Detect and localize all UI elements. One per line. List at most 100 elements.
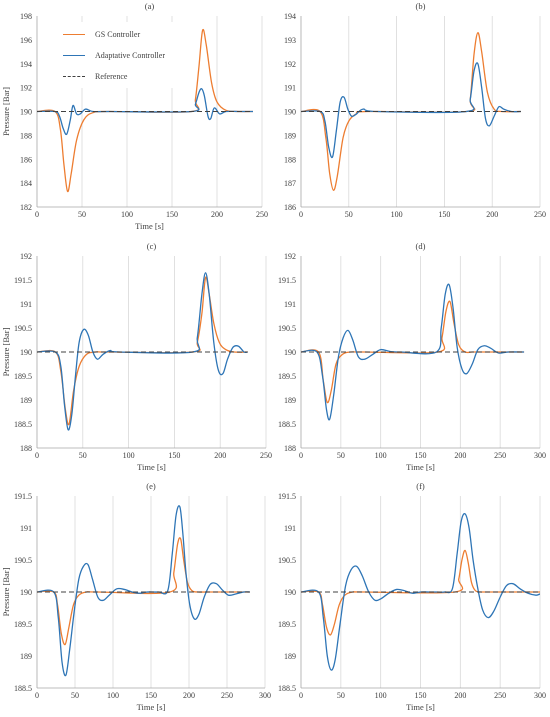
panel-0: 0 50 100 150 200 250 182 184 186 188 190 192 194 196 1…: [1, 1, 268, 231]
y-tick-label: 194: [284, 12, 296, 21]
series-adaptive-line: [301, 62, 521, 159]
y-tick-label: 192: [20, 252, 32, 261]
x-tick-label: 150: [415, 691, 427, 700]
y-tick-label: 188.5: [14, 684, 32, 693]
y-tick-label: 190: [284, 348, 296, 357]
x-tick-label: 200: [486, 210, 498, 219]
panel-3: 0 50 100 150 200 250 300 188 188.5 189 189.5 190 190…: [278, 241, 546, 472]
x-tick-label: 250: [534, 210, 546, 219]
panel-2: 0 50 100 150 200 250 188 188.5 189 189.5 190 190.5 1…: [1, 241, 272, 472]
y-tick-label: 187: [284, 179, 296, 188]
x-tick-label: 200: [183, 691, 195, 700]
y-tick-label: 190.5: [14, 324, 32, 333]
y-tick-label: 189.5: [278, 620, 296, 629]
x-tick-label: 100: [107, 691, 119, 700]
legend-label-reference: Reference: [95, 71, 128, 81]
panel-1: 0 50 100 150 200 250 186 187 188 189 190 191 192 193 1…: [284, 1, 546, 219]
x-tick-label: 200: [454, 451, 466, 460]
panel-5: 0 50 100 150 200 250 300 188.5 189 189.5 190 190.5 1…: [278, 481, 546, 712]
x-tick-label: 250: [494, 691, 506, 700]
series-adaptive-line: [37, 505, 250, 677]
series-gs-line: [37, 276, 248, 426]
y-tick-label: 196: [20, 36, 32, 45]
legend-item-gs: GS Controller: [57, 27, 140, 41]
x-tick-label: 250: [221, 691, 233, 700]
series-adaptive-line: [37, 272, 248, 431]
y-axis-label: Pressure [Bar]: [1, 567, 11, 616]
y-tick-label: 192: [20, 84, 32, 93]
y-tick-label: 190: [284, 588, 296, 597]
x-tick-label: 50: [337, 691, 345, 700]
x-tick-label: 200: [214, 451, 226, 460]
x-axis-label: Time [s]: [406, 702, 435, 712]
x-tick-label: 250: [494, 451, 506, 460]
x-tick-label: 200: [454, 691, 466, 700]
x-axis-label: Time [s]: [135, 221, 164, 231]
x-tick-label: 250: [256, 210, 268, 219]
panel-4: 0 50 100 150 200 250 300 188.5 189 189.5 190 190.5 1…: [1, 481, 271, 712]
panel-title: (e): [146, 481, 156, 491]
y-tick-label: 190: [20, 348, 32, 357]
y-tick-label: 189: [20, 652, 32, 661]
y-tick-label: 190: [20, 588, 32, 597]
x-axis-label: Time [s]: [406, 462, 435, 472]
legend-swatch-reference: [63, 75, 85, 77]
y-tick-label: 189: [284, 131, 296, 140]
x-tick-label: 50: [78, 210, 86, 219]
panel-title: (c): [147, 241, 157, 251]
y-tick-label: 191: [284, 300, 296, 309]
x-tick-label: 250: [260, 451, 272, 460]
y-tick-label: 190.5: [278, 324, 296, 333]
x-tick-label: 50: [71, 691, 79, 700]
panel-title: (a): [145, 1, 155, 11]
x-tick-label: 200: [211, 210, 223, 219]
x-tick-label: 150: [166, 210, 178, 219]
y-tick-label: 191.5: [278, 276, 296, 285]
panel-title: (f): [416, 481, 425, 491]
y-tick-label: 190.5: [278, 556, 296, 565]
y-tick-label: 189: [284, 652, 296, 661]
x-tick-label: 100: [391, 210, 403, 219]
y-tick-label: 184: [20, 179, 32, 188]
x-tick-label: 0: [35, 210, 39, 219]
y-tick-label: 188: [284, 155, 296, 164]
legend-swatch-adaptive: [63, 54, 85, 56]
y-tick-label: 191.5: [278, 492, 296, 501]
y-tick-label: 191: [20, 524, 32, 533]
x-tick-label: 150: [438, 210, 450, 219]
legend: GS Controller Adaptative Controller Refe…: [57, 22, 185, 88]
y-tick-label: 189: [20, 396, 32, 405]
x-tick-label: 50: [337, 451, 345, 460]
x-tick-label: 100: [375, 451, 387, 460]
x-tick-label: 50: [79, 451, 87, 460]
x-axis-label: Time [s]: [137, 702, 166, 712]
y-tick-label: 182: [20, 203, 32, 212]
y-tick-label: 194: [20, 60, 32, 69]
x-tick-label: 100: [375, 691, 387, 700]
y-tick-label: 188: [20, 131, 32, 140]
y-tick-label: 191: [284, 84, 296, 93]
y-tick-label: 186: [20, 155, 32, 164]
legend-item-reference: Reference: [57, 69, 127, 83]
x-tick-label: 50: [345, 210, 353, 219]
x-tick-label: 0: [299, 210, 303, 219]
x-tick-label: 100: [123, 451, 135, 460]
x-tick-label: 150: [145, 691, 157, 700]
y-tick-label: 186: [284, 203, 296, 212]
y-tick-label: 190: [20, 108, 32, 117]
y-tick-label: 192: [284, 252, 296, 261]
x-tick-label: 0: [299, 451, 303, 460]
y-axis-label: Pressure [Bar]: [1, 327, 11, 376]
y-tick-label: 189: [284, 396, 296, 405]
legend-label-gs: GS Controller: [95, 29, 141, 39]
x-tick-label: 0: [299, 691, 303, 700]
y-tick-label: 191: [20, 300, 32, 309]
series-adaptive-line: [301, 513, 540, 671]
y-tick-label: 188: [284, 444, 296, 453]
legend-swatch-gs: [63, 33, 85, 35]
y-tick-label: 189.5: [278, 372, 296, 381]
y-tick-label: 191.5: [14, 276, 32, 285]
legend-label-adaptive: Adaptative Controller: [95, 50, 165, 60]
y-tick-label: 190: [284, 108, 296, 117]
